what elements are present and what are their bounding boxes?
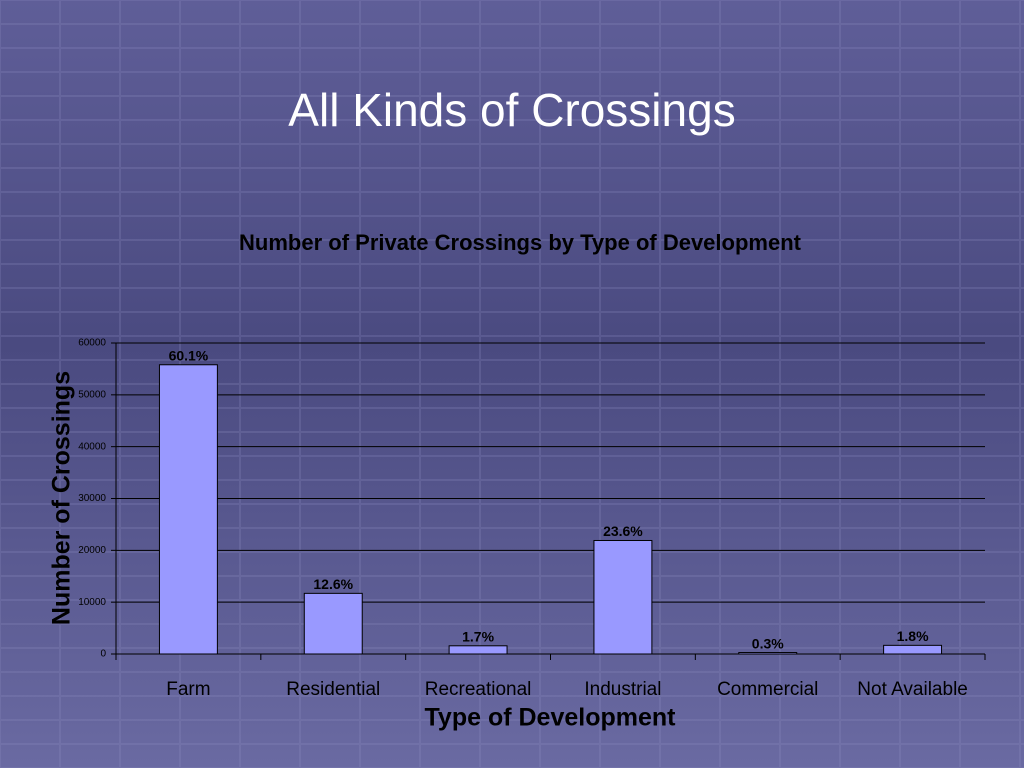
x-tick-label: Residential [286, 679, 380, 700]
x-tick-label: Commercial [717, 679, 818, 700]
y-tick-label: 20000 [78, 545, 106, 556]
x-tick-label: Not Available [857, 679, 968, 700]
data-label: 0.3% [752, 635, 784, 651]
bar [593, 539, 653, 655]
bar [883, 644, 943, 655]
data-label: 23.6% [603, 523, 643, 539]
data-label: 1.8% [897, 628, 929, 644]
y-axis-title: Number of Crossings [48, 371, 76, 625]
y-tick-label: 10000 [78, 597, 106, 608]
y-tick-label: 50000 [78, 389, 106, 400]
y-tick-label: 30000 [78, 493, 106, 504]
bar [448, 645, 508, 655]
x-axis-title: Type of Development [425, 704, 677, 732]
data-label: 60.1% [169, 347, 209, 363]
y-tick-label: 0 [100, 649, 106, 660]
bar [303, 592, 363, 655]
y-tick-label: 60000 [78, 338, 106, 349]
x-tick-label: Recreational [425, 679, 532, 700]
bar [738, 652, 798, 655]
y-tick-label: 40000 [78, 441, 106, 452]
chart-title: Number of Private Crossings by Type of D… [239, 230, 802, 255]
data-label: 12.6% [313, 576, 353, 592]
data-label: 1.7% [462, 629, 494, 645]
bar [158, 364, 218, 655]
x-tick-label: Industrial [584, 679, 661, 700]
x-tick-label: Farm [166, 679, 210, 700]
slide-title: All Kinds of Crossings [288, 84, 735, 136]
